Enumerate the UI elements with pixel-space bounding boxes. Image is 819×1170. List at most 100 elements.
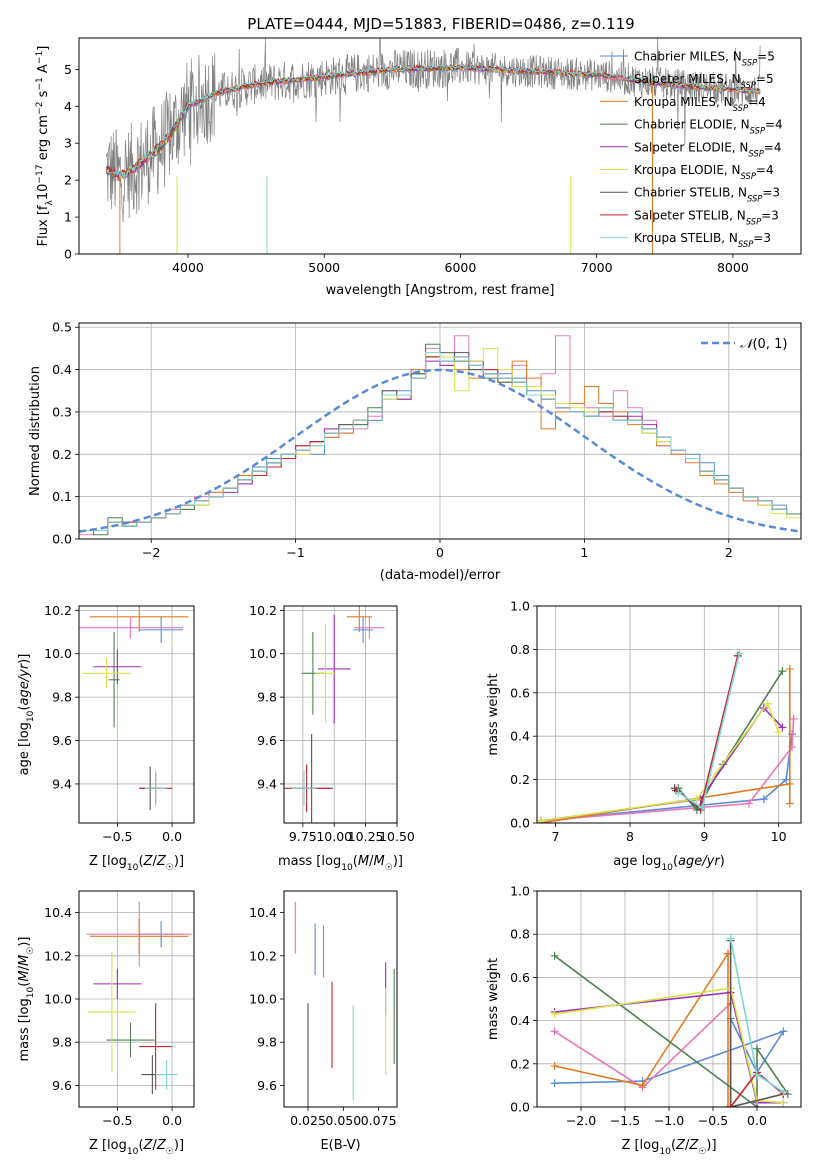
- histogram-2: [79, 356, 801, 531]
- histogram-0: [79, 356, 801, 531]
- weight-marker-3: [550, 951, 559, 960]
- y-tick-label: 1.0: [510, 884, 530, 899]
- y-tick-label: 0.0: [52, 532, 72, 547]
- weight-marker-1: [550, 1027, 559, 1036]
- histogram-8: [79, 352, 801, 531]
- weight-marker-0: [759, 795, 768, 804]
- y-tick-label: 9.4: [257, 776, 277, 791]
- weight-marker-0: [782, 775, 791, 784]
- ebv-mass-panel: 0.025 0.050 0.075 9.6 9.8 10.0 10.2 10.4 E(B-V): [249, 890, 398, 1153]
- y-tick-label: 1: [64, 210, 72, 225]
- weight-marker-0: [550, 1079, 559, 1088]
- y-tick-label: 9.4: [52, 776, 72, 791]
- x-axis-label: E(B-V): [320, 1138, 360, 1153]
- histogram-7: [79, 356, 801, 531]
- y-tick-label: 10.2: [249, 948, 277, 963]
- x-tick-label: −1.5: [610, 1113, 640, 1128]
- y-tick-label: 0.2: [52, 447, 72, 462]
- x-tick-label: −0.5: [698, 1113, 728, 1128]
- x-tick-label: −1.0: [654, 1113, 684, 1128]
- weight-line-5: [554, 987, 784, 1104]
- x-tick-label: 0.0: [162, 829, 182, 844]
- x-tick-label: −2: [142, 545, 160, 560]
- y-tick-label: 0.6: [510, 685, 530, 700]
- y-tick-label: 0.0: [510, 1100, 530, 1115]
- z-age-panel: −0.5 0.0 9.4 9.6 9.8 10.0 10.2 Z [log10(Z/Z☉)] a…: [17, 603, 195, 873]
- y-tick-label: 10.2: [44, 603, 72, 618]
- y-tick-label: 10.0: [249, 646, 277, 661]
- y-tick-label: 9.6: [52, 733, 72, 748]
- x-tick-label: 0: [436, 545, 444, 560]
- y-tick-label: 0.4: [510, 729, 530, 744]
- x-tick-label: 10.25: [348, 829, 384, 844]
- y-tick-label: 0.4: [510, 1013, 530, 1028]
- axes-frame: [283, 890, 398, 1108]
- weight-line-0: [540, 733, 793, 822]
- model-spectrum-7: [105, 64, 761, 179]
- weight-marker-8: [779, 1087, 788, 1096]
- weight-marker-8: [674, 788, 683, 797]
- x-axis-label: Z [log10(Z/Z☉)]: [89, 1138, 184, 1157]
- legend-entry: Chabrier ELODIE, NSSP=4: [634, 118, 783, 136]
- y-tick-label: 10.0: [249, 992, 277, 1007]
- y-axis-label: age [log10(age/yr)]: [17, 654, 36, 776]
- y-tick-label: 9.6: [257, 733, 277, 748]
- weight-marker-2: [785, 779, 794, 788]
- x-tick-label: 10: [771, 829, 787, 844]
- y-axis-label: Flux [fλ10−17 erg cm−2 s−1 A−1]: [35, 46, 55, 247]
- errorbars: [294, 901, 395, 1107]
- y-axis-label: mass weight: [486, 958, 501, 1040]
- weight-marker-4: [778, 723, 787, 732]
- x-axis-label: Z [log10(Z/Z☉)]: [89, 854, 184, 873]
- x-axis-label: age log10(age/yr): [613, 854, 725, 873]
- weight-lines: [537, 649, 798, 823]
- x-tick-label: 5000: [308, 260, 340, 275]
- y-tick-label: 0: [64, 247, 72, 262]
- y-tick-label: 9.8: [257, 1035, 277, 1050]
- legend-entry: Salpeter STELIB, NSSP=3: [634, 208, 779, 226]
- residuals-panel: −2 −1 0 1 2 0.0 0.1 0.2 0.3 0.4 0.5 (data-model)/er…: [28, 320, 802, 583]
- weight-marker-5: [550, 1010, 559, 1019]
- y-tick-label: 0.3: [52, 404, 72, 419]
- x-tick-label: 0.0: [747, 1113, 767, 1128]
- x-axis-label: mass [log10(M/M☉)]: [278, 854, 403, 873]
- histogram-5: [79, 347, 801, 531]
- x-tick-label: 9.75: [289, 829, 317, 844]
- weight-marker-5: [692, 795, 701, 804]
- y-axis-label: mass weight: [486, 673, 501, 755]
- axes-frame: [78, 322, 802, 540]
- weight-lines: [550, 934, 792, 1107]
- errorbars: [284, 606, 385, 823]
- weight-line-1: [540, 718, 795, 822]
- x-tick-label: −0.5: [102, 1113, 132, 1128]
- age-weight-panel: 7 8 9 10 0.0 0.2 0.4 0.6 0.8 1.0 age log10(age/yr)…: [486, 599, 802, 873]
- weight-marker-2: [550, 1061, 559, 1070]
- y-tick-label: 10.2: [249, 603, 277, 618]
- weight-marker-8: [726, 934, 735, 943]
- x-tick-label: 0.050: [325, 1113, 361, 1128]
- y-tick-label: 0.1: [52, 489, 72, 504]
- weight-marker-5: [779, 1098, 788, 1107]
- errorbars: [79, 606, 189, 810]
- x-tick-label: 0.075: [361, 1113, 397, 1128]
- z-weight-panel: −2.0 −1.5 −1.0 −0.5 0.0 0.0 0.2 0.4 0.6 0.8 1.0 Z […: [486, 884, 802, 1157]
- y-tick-label: 0.4: [52, 362, 72, 377]
- y-tick-label: 10.0: [44, 992, 72, 1007]
- y-tick-label: 0.6: [510, 970, 530, 985]
- axes-frame: [78, 605, 195, 824]
- y-tick-label: 9.6: [257, 1078, 277, 1093]
- weight-marker-5: [537, 816, 545, 823]
- y-tick-label: 0.2: [510, 1056, 530, 1071]
- legend-entry: Kroupa MILES, NSSP=4: [634, 95, 766, 113]
- x-tick-label: 8000: [717, 260, 749, 275]
- x-tick-label: −1: [286, 545, 304, 560]
- axes-frame: [536, 890, 802, 1108]
- y-tick-label: 0.2: [510, 772, 530, 787]
- x-tick-label: 1: [580, 545, 588, 560]
- axes-frame: [536, 605, 802, 824]
- legend-entry: Kroupa ELODIE, NSSP=4: [634, 163, 774, 181]
- y-tick-label: 9.8: [52, 690, 72, 705]
- weight-marker-2: [785, 799, 794, 808]
- weight-marker-3: [778, 667, 787, 676]
